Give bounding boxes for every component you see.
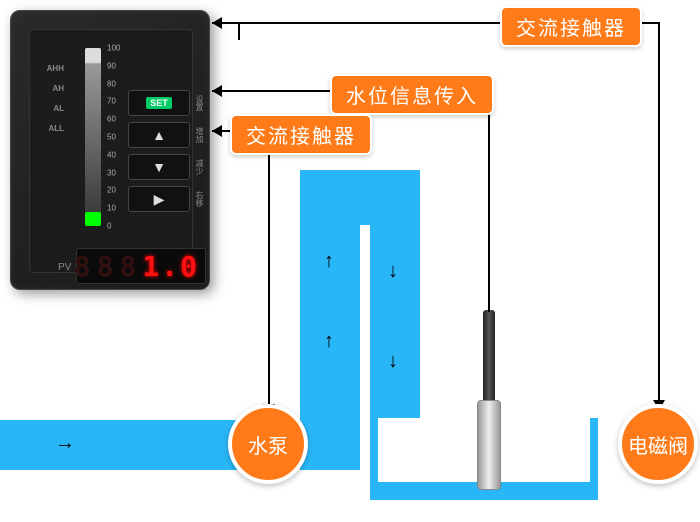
right-icon: ▶ bbox=[154, 191, 165, 208]
set-button[interactable]: SET 设置 bbox=[128, 90, 190, 116]
label-valve: 电磁阀 bbox=[618, 404, 698, 484]
sig-top-v2 bbox=[658, 22, 660, 402]
flow-arrow-down-1: ↓ bbox=[388, 260, 398, 283]
alarm-all: ALL bbox=[34, 124, 64, 133]
up-icon: ▲ bbox=[152, 127, 166, 143]
sig-water-v bbox=[488, 90, 490, 312]
level-sensor bbox=[475, 310, 503, 490]
valve-text: 电磁阀 bbox=[628, 430, 688, 459]
sig-top-v1 bbox=[238, 22, 240, 40]
bargraph-scale: 100 90 80 70 60 50 40 30 20 10 0 bbox=[85, 48, 101, 226]
flow-arrow-up-2: ↑ bbox=[324, 250, 334, 273]
sig-top-arrow bbox=[212, 17, 222, 29]
down-button[interactable]: ▼ 减少 bbox=[128, 154, 190, 180]
controller-panel: AHH AH AL ALL 100 90 80 70 60 50 40 30 2… bbox=[10, 10, 210, 290]
label-ac-contactor-top: 交流接触器 bbox=[500, 6, 642, 47]
right-button[interactable]: ▶ 右移 bbox=[128, 186, 190, 212]
alarm-ah: AH bbox=[34, 84, 64, 93]
sig-mid-v bbox=[268, 130, 270, 406]
sig-mid-arrow-l bbox=[212, 125, 222, 137]
sig-water-arrow bbox=[212, 85, 222, 97]
seven-seg-display: 8881.0 bbox=[76, 248, 206, 284]
label-water-signal: 水位信息传入 bbox=[330, 74, 494, 115]
label-pump: 水泵 bbox=[228, 404, 308, 484]
seg-value: 1.0 bbox=[142, 250, 199, 283]
down-icon: ▼ bbox=[152, 159, 166, 175]
label-ac-contactor-mid: 交流接触器 bbox=[230, 114, 372, 155]
set-chip: SET bbox=[146, 97, 172, 109]
alarm-al: AL bbox=[34, 104, 64, 113]
button-group: SET 设置 ▲ 增加 ▼ 减少 ▶ 右移 bbox=[128, 90, 206, 218]
seg-dim: 888 bbox=[74, 250, 143, 283]
flow-arrow-inlet: → bbox=[55, 432, 75, 455]
alarm-ahh: AHH bbox=[34, 64, 64, 73]
pv-label: PV bbox=[58, 262, 71, 273]
panel-inner: AHH AH AL ALL 100 90 80 70 60 50 40 30 2… bbox=[29, 29, 193, 273]
flow-arrow-down-2: ↓ bbox=[388, 350, 398, 373]
flow-arrow-up-1: ↑ bbox=[324, 330, 334, 353]
up-button[interactable]: ▲ 增加 bbox=[128, 122, 190, 148]
pump-text: 水泵 bbox=[248, 430, 288, 459]
